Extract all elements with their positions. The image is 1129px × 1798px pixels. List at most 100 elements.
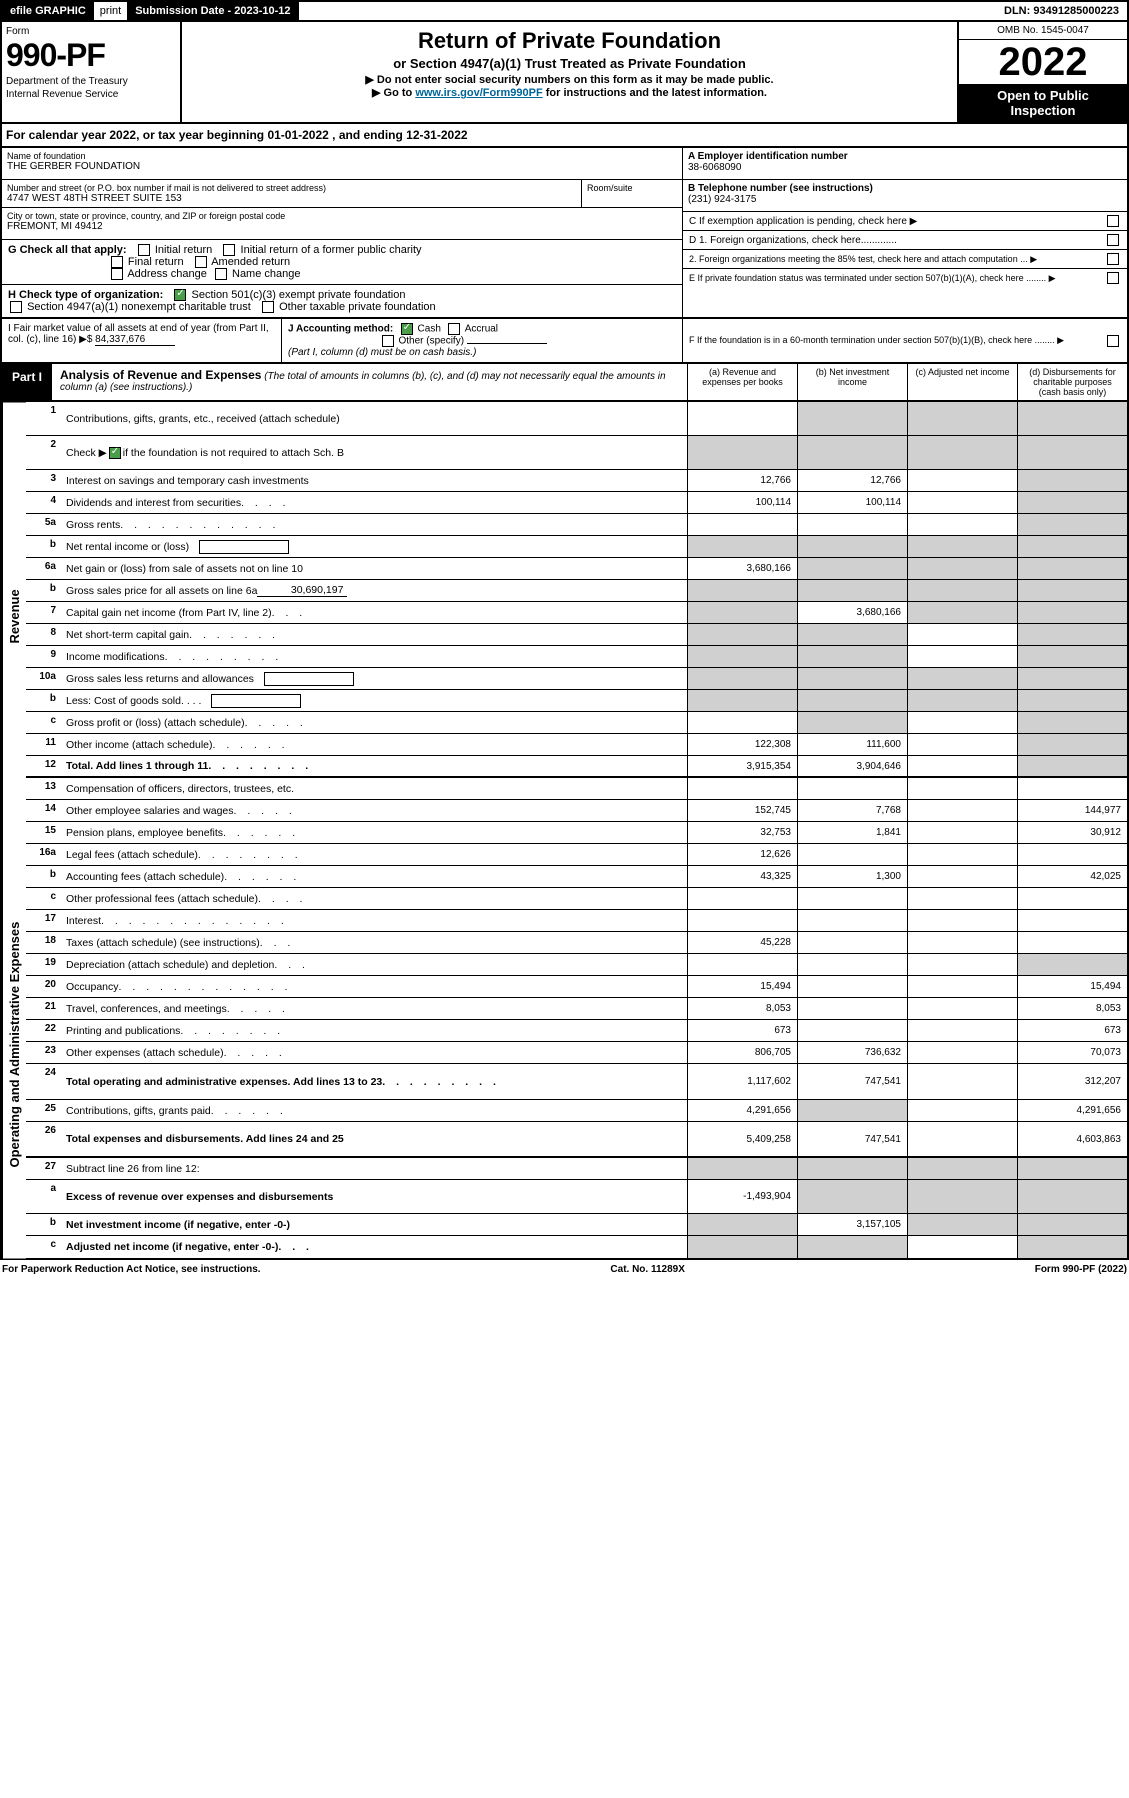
c12a: 3,915,354: [687, 756, 797, 776]
row-16b: b Accounting fees (attach schedule) . . …: [26, 866, 1127, 888]
row-17: 17 Interest . . . . . . . . . . . . . .: [26, 910, 1127, 932]
c27a: [687, 1158, 797, 1179]
dots-16b: . . . . . .: [224, 871, 683, 883]
dots-24: . . . . . . . . .: [382, 1076, 683, 1088]
c7a: [687, 602, 797, 623]
omb-number: OMB No. 1545-0047: [959, 22, 1127, 40]
c16cb: [797, 888, 907, 909]
c27bd: [1017, 1214, 1127, 1235]
c4c: [907, 492, 1017, 513]
c21c: [907, 998, 1017, 1019]
c27aa: -1,493,904: [687, 1180, 797, 1213]
dots-14: . . . . .: [234, 805, 683, 817]
c27cc: [907, 1236, 1017, 1258]
ln-14: 14: [26, 800, 62, 821]
c14b: 7,768: [797, 800, 907, 821]
chk-address[interactable]: [111, 268, 123, 280]
chk-e[interactable]: [1107, 272, 1119, 284]
c27cd: [1017, 1236, 1127, 1258]
c24b: 747,541: [797, 1064, 907, 1099]
ln-27b: b: [26, 1214, 62, 1235]
ld-6b-t: Gross sales price for all assets on line…: [66, 585, 257, 597]
c20c: [907, 976, 1017, 997]
c6bb: [797, 580, 907, 601]
part1-title: Analysis of Revenue and Expenses: [60, 368, 261, 382]
c3a: 12,766: [687, 470, 797, 491]
ein-val: 38-6068090: [688, 162, 741, 173]
chk-c[interactable]: [1107, 215, 1119, 227]
c15c: [907, 822, 1017, 843]
c22c: [907, 1020, 1017, 1041]
ld-20-t: Occupancy: [66, 981, 119, 993]
i-val: 84,337,676: [95, 334, 175, 346]
c24a: 1,117,602: [687, 1064, 797, 1099]
part1-tab: Part I: [2, 364, 52, 400]
chk-schb[interactable]: [109, 447, 121, 459]
row-5b: b Net rental income or (loss): [26, 536, 1127, 558]
chk-501c3[interactable]: [174, 289, 186, 301]
chk-f[interactable]: [1107, 335, 1119, 347]
chk-other-acct[interactable]: [382, 335, 394, 347]
c6ad: [1017, 558, 1127, 579]
c6ba: [687, 580, 797, 601]
chk-accrual[interactable]: [448, 323, 460, 335]
c-label: C If exemption application is pending, c…: [689, 216, 917, 227]
row-5a: 5a Gross rents . . . . . . . . . . . .: [26, 514, 1127, 536]
c10bd: [1017, 690, 1127, 711]
row-19: 19 Depreciation (attach schedule) and de…: [26, 954, 1127, 976]
ld-22-t: Printing and publications: [66, 1025, 180, 1037]
ln-24: 24: [26, 1064, 62, 1099]
c5aa: [687, 514, 797, 535]
dots-9: . . . . . . . . .: [165, 651, 683, 663]
chk-initial-former[interactable]: [223, 244, 235, 256]
ln-26: 26: [26, 1122, 62, 1156]
name-label: Name of foundation: [7, 151, 677, 161]
c2c: [907, 436, 1017, 469]
form-link[interactable]: www.irs.gov/Form990PF: [415, 87, 542, 99]
ld-10a-t: Gross sales less returns and allowances: [66, 673, 254, 685]
c10bc: [907, 690, 1017, 711]
ld-20: Occupancy . . . . . . . . . . . . .: [62, 976, 687, 997]
ld-4-t: Dividends and interest from securities: [66, 497, 241, 509]
c27c: [907, 1158, 1017, 1179]
c14a: 152,745: [687, 800, 797, 821]
ld-5b-t: Net rental income or (loss): [66, 541, 189, 553]
c10ac: [907, 668, 1017, 689]
c20d: 15,494: [1017, 976, 1127, 997]
row-16a: 16a Legal fees (attach schedule) . . . .…: [26, 844, 1127, 866]
city-row: City or town, state or province, country…: [2, 208, 682, 240]
chk-initial[interactable]: [138, 244, 150, 256]
chk-cash[interactable]: [401, 323, 413, 335]
print-button[interactable]: print: [94, 2, 127, 20]
c4b: 100,114: [797, 492, 907, 513]
c10cc: [907, 712, 1017, 733]
chk-name[interactable]: [215, 268, 227, 280]
c14d: 144,977: [1017, 800, 1127, 821]
ln-1: 1: [26, 402, 62, 435]
part1-desc: Analysis of Revenue and Expenses (The to…: [52, 364, 687, 400]
ln-10a: 10a: [26, 668, 62, 689]
c3c: [907, 470, 1017, 491]
ln-27c: c: [26, 1236, 62, 1258]
c10bb: [797, 690, 907, 711]
j-note: (Part I, column (d) must be on cash basi…: [288, 347, 476, 358]
ln-18: 18: [26, 932, 62, 953]
top-bar: efile GRAPHIC print Submission Date - 20…: [0, 0, 1129, 20]
chk-d2[interactable]: [1107, 253, 1119, 265]
c27ad: [1017, 1180, 1127, 1213]
chk-amended[interactable]: [195, 256, 207, 268]
ln-15: 15: [26, 822, 62, 843]
chk-4947[interactable]: [10, 301, 22, 313]
open-inspection: Open to Public Inspection: [959, 84, 1127, 122]
c20b: [797, 976, 907, 997]
row-27a: a Excess of revenue over expenses and di…: [26, 1180, 1127, 1214]
ld-16c: Other professional fees (attach schedule…: [62, 888, 687, 909]
chk-d1[interactable]: [1107, 234, 1119, 246]
e-label: E If private foundation status was termi…: [689, 273, 1056, 284]
chk-other-taxable[interactable]: [262, 301, 274, 313]
ld-11: Other income (attach schedule) . . . . .…: [62, 734, 687, 755]
chk-final[interactable]: [111, 256, 123, 268]
header-left: Form 990-PF Department of the Treasury I…: [2, 22, 182, 122]
efile-button[interactable]: efile GRAPHIC: [2, 2, 94, 20]
dots-8: . . . . . . .: [189, 629, 683, 641]
